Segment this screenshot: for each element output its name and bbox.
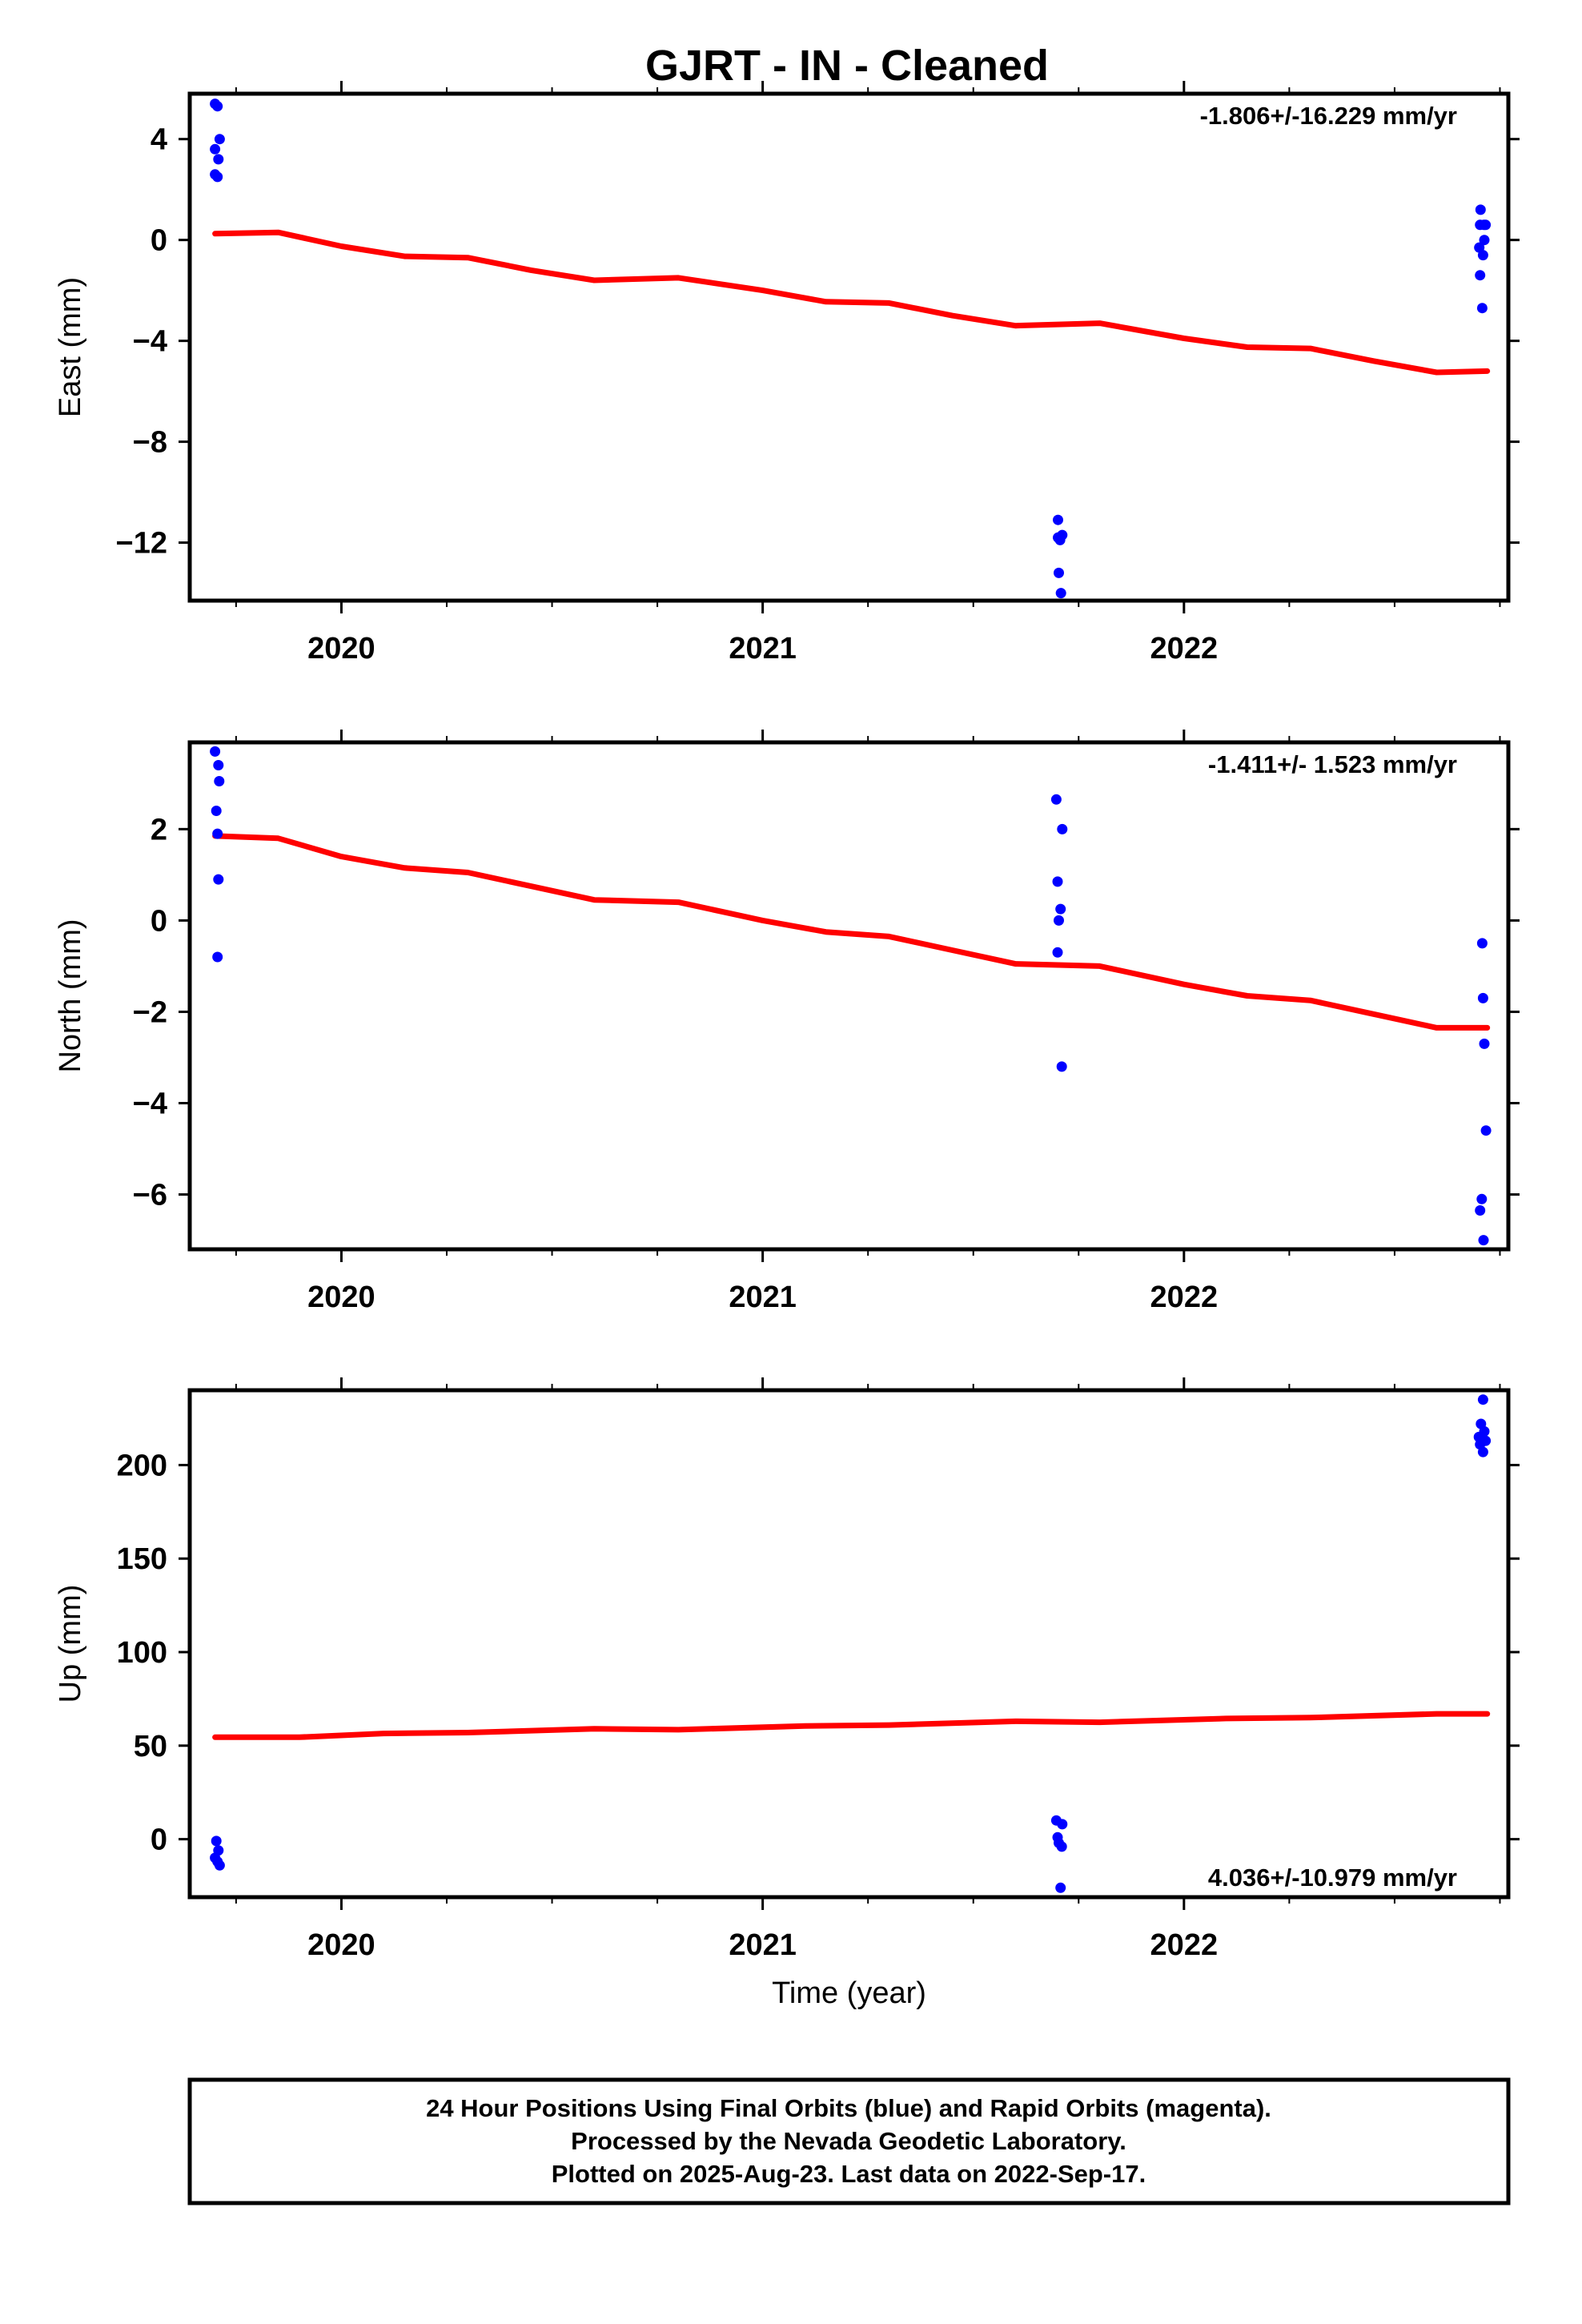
- x-tick-label: 2020: [307, 632, 375, 665]
- footer-box: 24 Hour Positions Using Final Orbits (bl…: [187, 2077, 1511, 2205]
- data-point: [1476, 938, 1488, 949]
- y-tick-label: 4: [151, 123, 167, 157]
- panel-up: 200 150 100 50 0 2020 2021 2022 Up (mm) Time (yea…: [54, 1377, 1520, 2010]
- y-tick-label: 150: [117, 1542, 167, 1576]
- y-tick-label: 0: [151, 904, 167, 938]
- data-point: [1055, 903, 1066, 915]
- data-point: [1478, 1235, 1489, 1246]
- data-point: [1477, 992, 1488, 1003]
- x-tick-label: 2022: [1150, 1928, 1219, 1962]
- data-point: [1479, 235, 1490, 246]
- data-point: [210, 143, 221, 155]
- data-point: [1477, 1394, 1488, 1405]
- plot-frame: [187, 1388, 1511, 1900]
- footer-line-1: 24 Hour Positions Using Final Orbits (bl…: [426, 2094, 1271, 2122]
- data-point: [1475, 204, 1486, 215]
- x-tick-label: 2021: [729, 632, 797, 665]
- x-tick-label: 2021: [729, 1281, 797, 1314]
- chart-title: GJRT - IN - Cleaned: [645, 42, 1049, 90]
- y-tick-label: −4: [133, 1088, 167, 1121]
- panel-north: 2 0 −2 −4 −6 2020 2021 2022 North (mm) -1.411+/- …: [54, 730, 1520, 1314]
- data-point: [1476, 1193, 1488, 1204]
- x-tick-label: 2020: [307, 1281, 375, 1314]
- y-tick-label: 200: [117, 1449, 167, 1482]
- data-point: [1480, 1125, 1492, 1136]
- data-point: [213, 760, 224, 770]
- y-tick-label: 100: [117, 1636, 167, 1670]
- footer-line-3: Plotted on 2025-Aug-23. Last data on 202…: [552, 2160, 1146, 2188]
- data-point: [213, 154, 224, 165]
- footer-line-2: Processed by the Nevada Geodetic Laborat…: [571, 2127, 1126, 2155]
- data-point: [212, 828, 223, 839]
- data-point: [212, 171, 223, 183]
- data-point: [1057, 823, 1068, 834]
- panel-east: 4 0 −4 −8 −12 2020 2021 2022 East (mm) -1.806+/-1…: [54, 81, 1520, 665]
- x-tick-label: 2020: [307, 1928, 375, 1962]
- y-tick-label: 2: [151, 813, 167, 846]
- y-tick-label: −8: [133, 426, 167, 460]
- x-tick-label: 2022: [1150, 1281, 1219, 1314]
- data-point: [1052, 876, 1063, 887]
- y-axis-label: East (mm): [54, 277, 87, 417]
- y-tick-label: −4: [133, 325, 167, 359]
- plot-frame: [187, 91, 1511, 603]
- footer-frame: [187, 2077, 1511, 2205]
- data-point: [1057, 1819, 1068, 1830]
- rate-annotation: -1.411+/- 1.523 mm/yr: [1208, 750, 1457, 778]
- data-point: [1476, 303, 1488, 314]
- model-trend-line: [212, 1711, 1491, 1740]
- data-point: [1052, 947, 1063, 958]
- rate-annotation: -1.806+/-16.229 mm/yr: [1200, 102, 1457, 130]
- x-tick-label: 2022: [1150, 632, 1219, 665]
- data-point: [1477, 1446, 1488, 1458]
- data-point: [1056, 1841, 1067, 1852]
- panels: 4 0 −4 −8 −12 2020 2021 2022 East (mm) -1.806+/-1…: [54, 81, 1520, 2010]
- data-point: [214, 1860, 225, 1871]
- data-point: [212, 101, 223, 112]
- y-tick-label: −12: [116, 527, 167, 561]
- data-point: [1479, 1038, 1490, 1049]
- data-point: [214, 776, 225, 786]
- rate-annotation: 4.036+/-10.979 mm/yr: [1208, 1864, 1457, 1892]
- data-point: [1053, 514, 1063, 525]
- y-axis-label: North (mm): [54, 919, 87, 1072]
- data-point: [211, 1835, 222, 1847]
- model-trend-line: [212, 229, 1491, 376]
- data-point: [1475, 1205, 1486, 1216]
- data-point: [1054, 567, 1064, 578]
- y-axis-label: Up (mm): [54, 1585, 87, 1703]
- y-tick-label: −6: [133, 1179, 167, 1212]
- data-point: [1050, 794, 1062, 805]
- data-point: [210, 746, 221, 757]
- data-point: [211, 806, 222, 816]
- y-tick-label: 0: [151, 224, 167, 258]
- data-point: [212, 951, 223, 963]
- data-point: [1057, 529, 1068, 541]
- data-point: [1054, 915, 1064, 926]
- data-point: [1055, 588, 1066, 599]
- data-point: [213, 874, 224, 885]
- y-tick-label: −2: [133, 995, 167, 1029]
- data-point: [214, 134, 225, 145]
- model-trend-line: [212, 833, 1491, 1031]
- plot-frame: [187, 740, 1511, 1252]
- y-tick-label: 50: [134, 1730, 167, 1763]
- x-tick-label: 2021: [729, 1928, 797, 1962]
- data-point: [1475, 270, 1486, 281]
- data-point: [1477, 250, 1488, 261]
- data-point: [1056, 1061, 1067, 1072]
- y-tick-label: 0: [151, 1823, 167, 1857]
- data-point: [1055, 1882, 1066, 1893]
- data-point: [1480, 219, 1492, 231]
- x-axis-label: Time (year): [772, 1976, 926, 2010]
